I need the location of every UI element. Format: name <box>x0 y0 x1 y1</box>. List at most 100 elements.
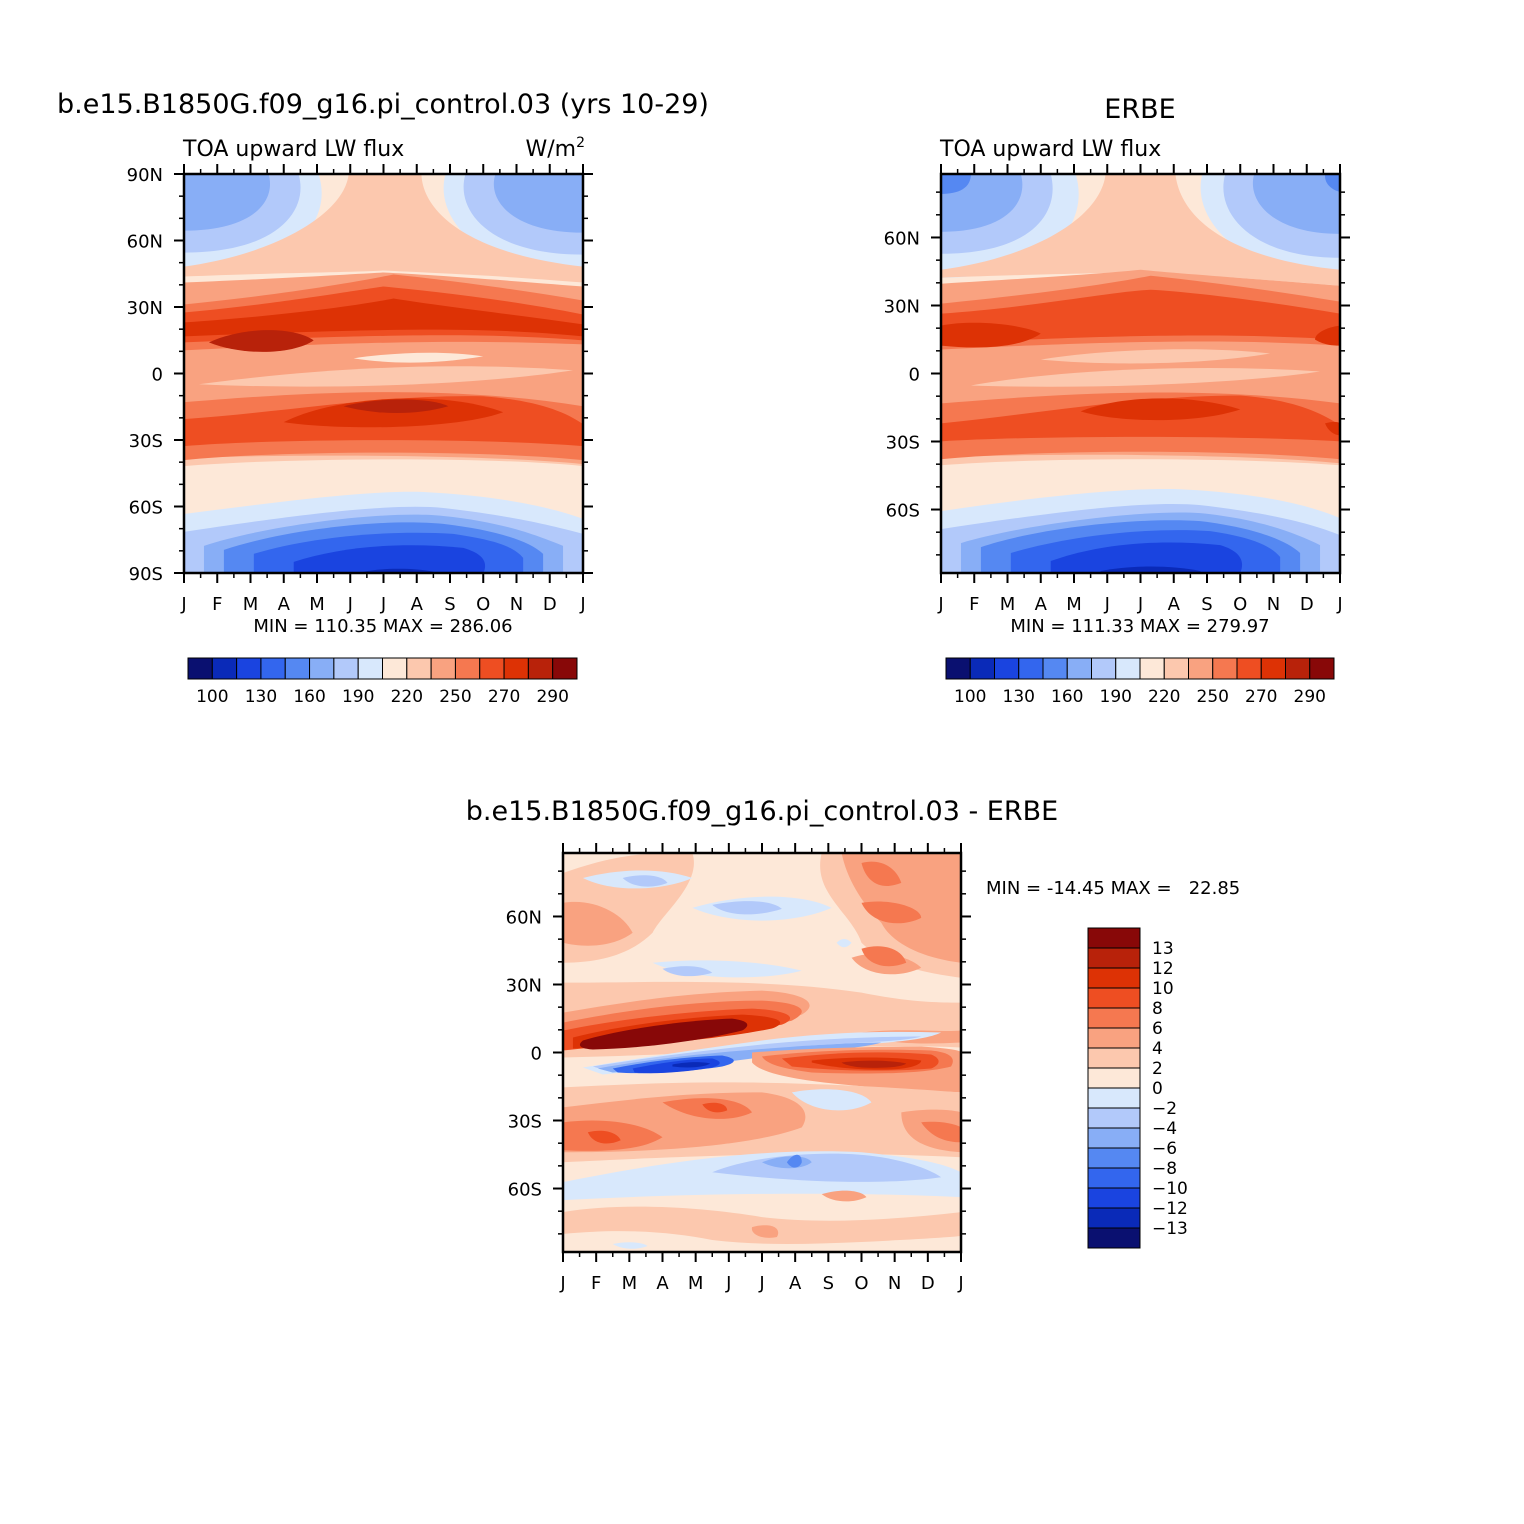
field-level-0-2-polar <box>563 1231 961 1252</box>
colorbar-swatch <box>1087 1167 1141 1189</box>
field-level-190 <box>941 174 1340 258</box>
colorbar-swatch <box>503 657 529 680</box>
colorbar-label: 220 <box>391 687 423 707</box>
colorbar-label: 290 <box>536 687 568 707</box>
colorbar-swatch <box>1087 927 1141 949</box>
field-level-6-8-north <box>861 861 922 967</box>
x-tick-label: A <box>411 594 424 615</box>
model-field <box>184 174 583 573</box>
field-level-272 <box>1080 398 1340 436</box>
colorbar-swatch <box>479 657 505 680</box>
field-level-275 <box>941 289 1340 344</box>
field-level-250 <box>198 366 574 387</box>
colorbar-label: 4 <box>1152 1039 1163 1059</box>
x-tick-label: F <box>591 1273 601 1294</box>
field-level-gt-13 <box>579 1018 748 1050</box>
y-tick-label: 0 <box>152 365 163 386</box>
colorbar-label: 0 <box>1152 1079 1163 1099</box>
colorbar-swatch <box>211 657 238 680</box>
colorbar-swatch <box>552 657 578 680</box>
colorbar-swatch <box>333 657 359 680</box>
y-tick-label: 0 <box>531 1044 542 1065</box>
colorbar-swatch <box>1285 657 1311 680</box>
diff-field <box>563 853 961 1252</box>
y-tick-label: 30S <box>129 431 163 452</box>
diff-minmax-text: MIN = -14.45 MAX = 22.85 <box>986 878 1240 899</box>
diff-plot-area <box>563 853 961 1252</box>
colorbar-label: 270 <box>488 687 520 707</box>
field-level-230 <box>941 174 1340 286</box>
colorbar-label: −12 <box>1152 1199 1188 1219</box>
y-tick-label: 30N <box>127 298 163 319</box>
colorbar-swatch <box>1087 1147 1141 1169</box>
field-level-4-6-north <box>563 853 961 975</box>
x-tick-label: M <box>1000 594 1016 615</box>
x-tick-label: D <box>1300 594 1314 615</box>
colorbar-swatch <box>1087 987 1141 1009</box>
field-level-170 <box>941 174 1340 234</box>
field-level-110 <box>1100 566 1201 573</box>
colorbar-label: −6 <box>1152 1139 1177 1159</box>
x-tick-label: O <box>1233 594 1247 615</box>
field-level-12-13-east <box>841 1060 907 1068</box>
colorbar-label: 190 <box>1100 687 1132 707</box>
field-level-4-6-polar <box>751 1190 867 1238</box>
y-tick-label: 60N <box>884 228 920 249</box>
y-tick-label: 60N <box>506 907 542 928</box>
units-base: W/m <box>525 137 576 162</box>
x-tick-label: J <box>937 594 943 615</box>
colorbar-swatch <box>406 657 432 680</box>
x-tick-label: J <box>957 1273 963 1294</box>
x-tick-label: A <box>1168 594 1181 615</box>
field-level-8-10-south <box>587 1102 728 1144</box>
colorbar-swatch <box>1018 657 1044 680</box>
colorbar-swatch <box>382 657 408 680</box>
colorbar-swatch <box>284 657 311 680</box>
colorbar-swatch <box>1087 947 1141 969</box>
x-tick-label: M <box>622 1273 638 1294</box>
x-tick-label: J <box>380 594 386 615</box>
field-level-neg-2-0-north <box>582 870 852 978</box>
model-title: b.e15.B1850G.f09_g16.pi_control.03 (yrs … <box>57 89 709 120</box>
colorbar-swatch <box>1087 1187 1141 1209</box>
x-tick-label: O <box>476 594 490 615</box>
colorbar-swatch <box>454 657 481 680</box>
x-tick-label: F <box>212 594 222 615</box>
colorbar-swatch <box>1188 657 1214 680</box>
colorbar-swatch <box>969 657 995 680</box>
colorbar-label: 160 <box>1051 687 1083 707</box>
field-level-120 <box>1050 542 1243 573</box>
colorbar-swatch <box>1087 1227 1141 1249</box>
obs-field <box>941 174 1340 573</box>
colorbar-swatch <box>994 657 1020 680</box>
field-level-4-6-south <box>563 1092 961 1153</box>
obs-title: ERBE <box>1104 94 1175 125</box>
colorbar-swatch <box>1042 657 1068 680</box>
y-tick-label: 60N <box>127 232 163 253</box>
model-panel: b.e15.B1850G.f09_g16.pi_control.03 (yrs … <box>57 89 709 707</box>
model-units-label: W/m2 <box>525 135 585 162</box>
field-level-285 <box>184 298 583 337</box>
x-tick-label: J <box>1336 594 1342 615</box>
field-level-neg-13-10 <box>672 1062 711 1068</box>
colorbar-label: −8 <box>1152 1159 1177 1179</box>
y-tick-label: 60S <box>129 498 163 519</box>
x-tick-label: M <box>243 594 259 615</box>
x-tick-label: M <box>688 1273 704 1294</box>
x-tick-label: J <box>180 594 186 615</box>
field-level-230 <box>184 174 583 283</box>
colorbar-swatch <box>309 657 335 680</box>
colorbar-swatch <box>945 657 971 680</box>
field-level-neg-8-6-south <box>786 1154 802 1168</box>
colorbar-label: 290 <box>1294 687 1326 707</box>
colorbar-label: −10 <box>1152 1179 1188 1199</box>
x-tick-label: J <box>758 1273 764 1294</box>
obs-panel: ERBE TOA upward LW flux <box>884 94 1350 707</box>
colorbar-label: 10 <box>1152 979 1174 999</box>
x-tick-label: S <box>1201 594 1212 615</box>
colorbar-label: 130 <box>1003 687 1035 707</box>
field-level-neg-4-2-north <box>622 875 782 977</box>
colorbar-label: −2 <box>1152 1099 1177 1119</box>
x-tick-label: D <box>921 1273 935 1294</box>
